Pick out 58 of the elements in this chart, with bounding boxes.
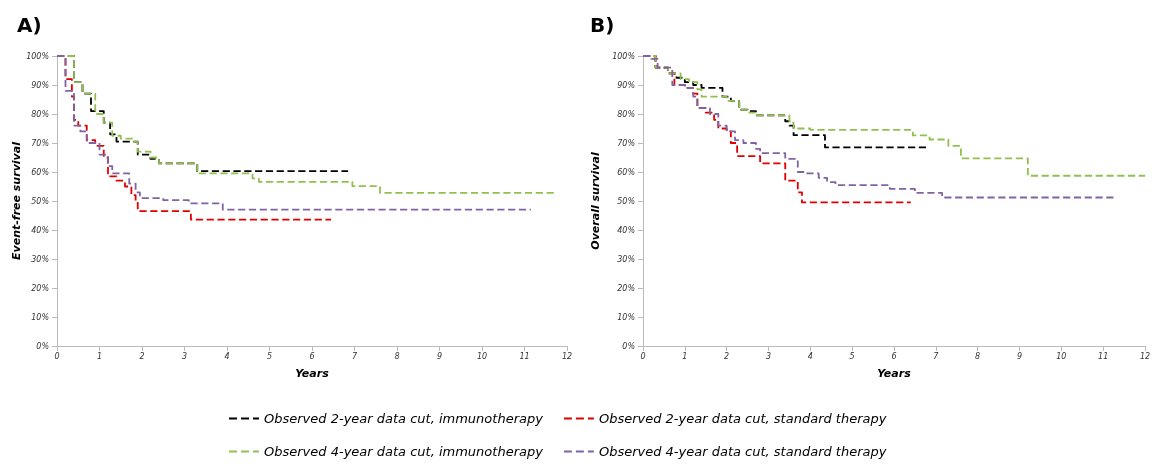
x-tick-label: 0 — [640, 351, 646, 361]
y-tick-label: 30% — [617, 254, 635, 264]
x-axis-title: Years — [877, 367, 912, 380]
y-tick-label: 90% — [617, 80, 635, 90]
x-tick-label: 4 — [224, 351, 230, 361]
x-axis-title: Years — [295, 367, 330, 380]
legend-label: Observed 2-year data cut, standard therapy — [598, 411, 887, 426]
y-tick-label: 40% — [617, 225, 635, 235]
y-tick-label: 80% — [617, 109, 635, 119]
y-tick-label: 90% — [31, 80, 49, 90]
y-tick-label: 20% — [31, 283, 49, 293]
x-tick-label: 10 — [1056, 351, 1067, 361]
x-tick-label: 3 — [181, 351, 188, 361]
y-tick-label: 0% — [36, 341, 49, 351]
x-tick-label: 6 — [309, 351, 315, 361]
y-axis-title: Overall survival — [589, 152, 603, 250]
x-tick-label: 3 — [765, 351, 772, 361]
x-tick-label: 11 — [1098, 351, 1109, 361]
x-tick-label: 11 — [519, 351, 530, 361]
x-tick-label: 5 — [266, 351, 273, 361]
x-tick-label: 0 — [54, 351, 60, 361]
x-tick-label: 6 — [891, 351, 897, 361]
y-tick-label: 30% — [31, 254, 49, 264]
y-tick-label: 60% — [31, 167, 49, 177]
y-axis-title: Event-free survival — [10, 141, 23, 260]
y-tick-label: 50% — [31, 196, 49, 206]
x-tick-label: 5 — [849, 351, 855, 361]
x-tick-label: 4 — [807, 351, 813, 361]
x-tick-label: 8 — [394, 351, 400, 361]
legend-label: Observed 4-year data cut, standard therapy — [598, 444, 887, 459]
y-tick-label: 40% — [31, 225, 49, 235]
y-tick-label: 0% — [622, 341, 635, 351]
y-tick-label: 10% — [31, 312, 49, 322]
y-tick-label: 70% — [31, 138, 49, 148]
x-tick-label: 12 — [561, 351, 573, 361]
x-tick-label: 2 — [724, 351, 730, 361]
x-tick-label: 1 — [682, 351, 688, 361]
chart-title: A) — [17, 13, 42, 37]
y-tick-label: 100% — [612, 51, 635, 61]
y-tick-label: 10% — [617, 312, 635, 322]
x-tick-label: 9 — [1016, 351, 1023, 361]
x-tick-label: 8 — [975, 351, 981, 361]
x-tick-label: 2 — [139, 351, 145, 361]
x-tick-label: 10 — [476, 351, 488, 361]
legend-label: Observed 4-year data cut, immunotherapy — [264, 444, 544, 459]
x-tick-label: 1 — [96, 351, 103, 361]
x-tick-label: 9 — [436, 351, 443, 361]
chart-title: B) — [590, 13, 615, 37]
y-tick-label: 50% — [617, 196, 635, 206]
y-tick-label: 100% — [26, 51, 49, 61]
x-tick-label: 12 — [1139, 351, 1151, 361]
x-tick-label: 7 — [351, 351, 358, 361]
y-tick-label: 70% — [617, 138, 635, 148]
y-tick-label: 80% — [31, 109, 49, 119]
y-tick-label: 20% — [617, 283, 635, 293]
x-tick-label: 7 — [933, 351, 940, 361]
y-tick-label: 60% — [617, 167, 635, 177]
legend-label: Observed 2-year data cut, immunotherapy — [264, 411, 544, 426]
